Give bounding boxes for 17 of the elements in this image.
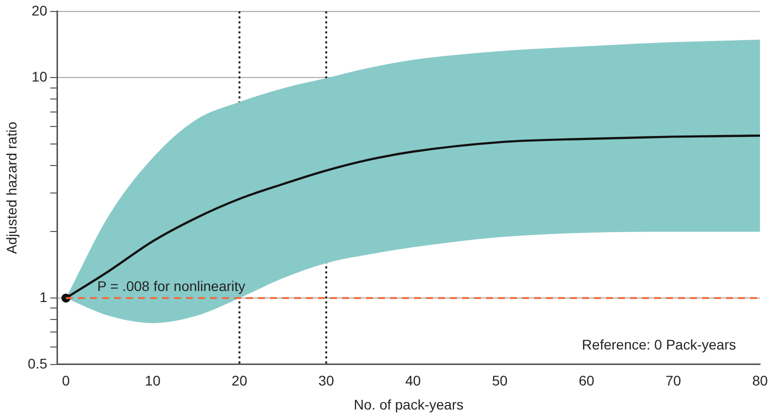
annotation: P = .008 for nonlinearity	[97, 278, 246, 294]
x-tick-label: 30	[318, 372, 334, 389]
x-axis-title: No. of pack-years	[354, 396, 464, 412]
y-tick-label: 10	[32, 68, 48, 85]
y-tick-label: 0.5	[28, 355, 48, 372]
y-tick-label: 20	[32, 2, 48, 18]
x-tick-label: 40	[405, 372, 421, 389]
x-tick-label: 60	[578, 372, 594, 389]
x-tick-label: 20	[232, 372, 248, 389]
y-axis-title: Adjusted hazard ratio	[3, 122, 20, 254]
x-tick-label: 50	[492, 372, 508, 389]
x-tick-label: 70	[665, 372, 682, 389]
y-tick-label: 1	[39, 288, 48, 305]
x-tick-label: 80	[752, 372, 768, 389]
annotation: Reference: 0 Pack-years	[582, 336, 736, 352]
x-tick-label: 10	[144, 372, 161, 389]
x-tick-label: 0	[62, 372, 70, 389]
